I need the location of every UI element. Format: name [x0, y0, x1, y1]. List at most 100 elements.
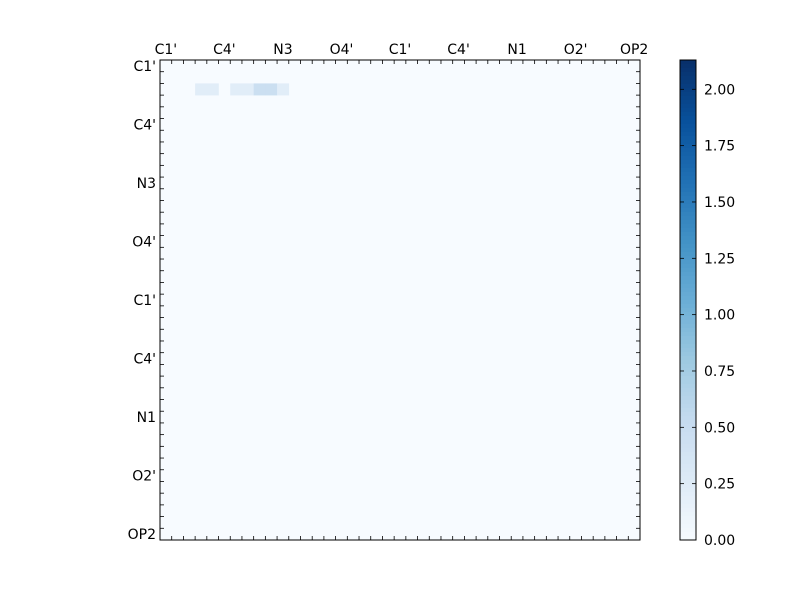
colorbar-segment: [680, 492, 696, 497]
colorbar-segment: [680, 112, 696, 117]
colorbar-tick-label: 0.50: [704, 420, 735, 436]
x-tick-label: N3: [273, 42, 292, 58]
colorbar-segment: [680, 416, 696, 421]
y-tick-label: OP2: [128, 527, 156, 543]
colorbar-segment: [680, 516, 696, 521]
colorbar-segment: [680, 164, 696, 169]
colorbar-segment: [680, 304, 696, 309]
x-tick-label: O2': [564, 42, 588, 58]
colorbar-segment: [680, 372, 696, 377]
heatmap-cell: [265, 83, 278, 96]
colorbar-segment: [680, 200, 696, 205]
colorbar-segment: [680, 172, 696, 177]
colorbar-segment: [680, 456, 696, 461]
colorbar-segment: [680, 392, 696, 397]
colorbar-segment: [680, 352, 696, 357]
heatmap-cell: [230, 83, 243, 96]
colorbar-segment: [680, 288, 696, 293]
colorbar-segment: [680, 428, 696, 433]
colorbar-segment: [680, 244, 696, 249]
colorbar-segment: [680, 524, 696, 529]
colorbar-segment: [680, 300, 696, 305]
y-tick-label: N1: [137, 410, 156, 426]
colorbar-segment: [680, 180, 696, 185]
colorbar-segment: [680, 364, 696, 369]
colorbar-frame: [679, 59, 697, 541]
colorbar-segment: [680, 136, 696, 141]
colorbar-segment: [680, 204, 696, 209]
colorbar-segment: [680, 320, 696, 325]
colorbar-segment: [680, 424, 696, 429]
heatmap-background: [160, 60, 640, 540]
heatmap-cell: [277, 83, 290, 96]
colorbar-segment: [680, 140, 696, 145]
colorbar-segment: [680, 248, 696, 253]
colorbar-segment: [680, 500, 696, 505]
colorbar-segment: [680, 308, 696, 313]
heatmap-cells: [160, 60, 640, 540]
colorbar-segment: [680, 328, 696, 333]
colorbar-segment: [680, 104, 696, 109]
colorbar-segment: [680, 96, 696, 101]
colorbar-segment: [680, 536, 696, 541]
x-tick-label: C4': [213, 42, 236, 58]
colorbar-segment: [680, 268, 696, 273]
colorbar-segment: [680, 312, 696, 317]
colorbar-segment: [680, 64, 696, 69]
colorbar-segment: [680, 504, 696, 509]
colorbar-segment: [680, 212, 696, 217]
colorbar-segment: [680, 100, 696, 105]
plot-frame: [159, 59, 641, 541]
colorbar-segment: [680, 432, 696, 437]
x-tick-label: N1: [507, 42, 526, 58]
colorbar-segment: [680, 408, 696, 413]
colorbar-segment: [680, 280, 696, 285]
heatmap-cell: [241, 83, 254, 96]
colorbar-segment: [680, 460, 696, 465]
heatmap-cell: [206, 83, 219, 96]
colorbar-segment: [680, 92, 696, 97]
colorbar-segment: [680, 224, 696, 229]
colorbar-tick-label: 1.50: [704, 195, 735, 211]
colorbar-segment: [680, 512, 696, 517]
colorbar-segment: [680, 480, 696, 485]
colorbar-segment: [680, 520, 696, 525]
colorbar-segment: [680, 528, 696, 533]
colorbar-segment: [680, 260, 696, 265]
colorbar-segment: [680, 256, 696, 261]
colorbar-segment: [680, 152, 696, 157]
x-tick-label: C1': [389, 42, 412, 58]
colorbar-segment: [680, 476, 696, 481]
heatmap-cell: [253, 83, 266, 96]
colorbar-segment: [680, 400, 696, 405]
colorbar-segment: [680, 128, 696, 133]
colorbar-tick-label: 1.00: [704, 308, 735, 324]
colorbar-segment: [680, 332, 696, 337]
colorbar-segment: [680, 484, 696, 489]
colorbar-segment: [680, 240, 696, 245]
colorbar-segment: [680, 344, 696, 349]
colorbar-segment: [680, 216, 696, 221]
colorbar-segment: [680, 176, 696, 181]
colorbar-segment: [680, 80, 696, 85]
colorbar-segment: [680, 368, 696, 373]
y-tick-labels: C1' C4' N3 O4' C1' C4' N1 O2' OP2: [128, 59, 156, 543]
y-tick-label: C1': [133, 293, 156, 309]
colorbar-segment: [680, 440, 696, 445]
colorbar-segment: [680, 412, 696, 417]
y-tick-label: O4': [132, 234, 156, 250]
colorbar-segment: [680, 360, 696, 365]
y-tick-label: C4': [133, 117, 156, 133]
colorbar-tick-label: 0.75: [704, 364, 735, 380]
colorbar-segment: [680, 160, 696, 165]
colorbar-segment: [680, 396, 696, 401]
colorbar-segment: [680, 236, 696, 241]
colorbar-segment: [680, 72, 696, 77]
colorbar-segment: [680, 316, 696, 321]
colorbar-segment: [680, 60, 696, 65]
x-tick-label: O4': [330, 42, 354, 58]
colorbar-segment: [680, 276, 696, 281]
colorbar-segment: [680, 376, 696, 381]
colorbar-segment: [680, 420, 696, 425]
